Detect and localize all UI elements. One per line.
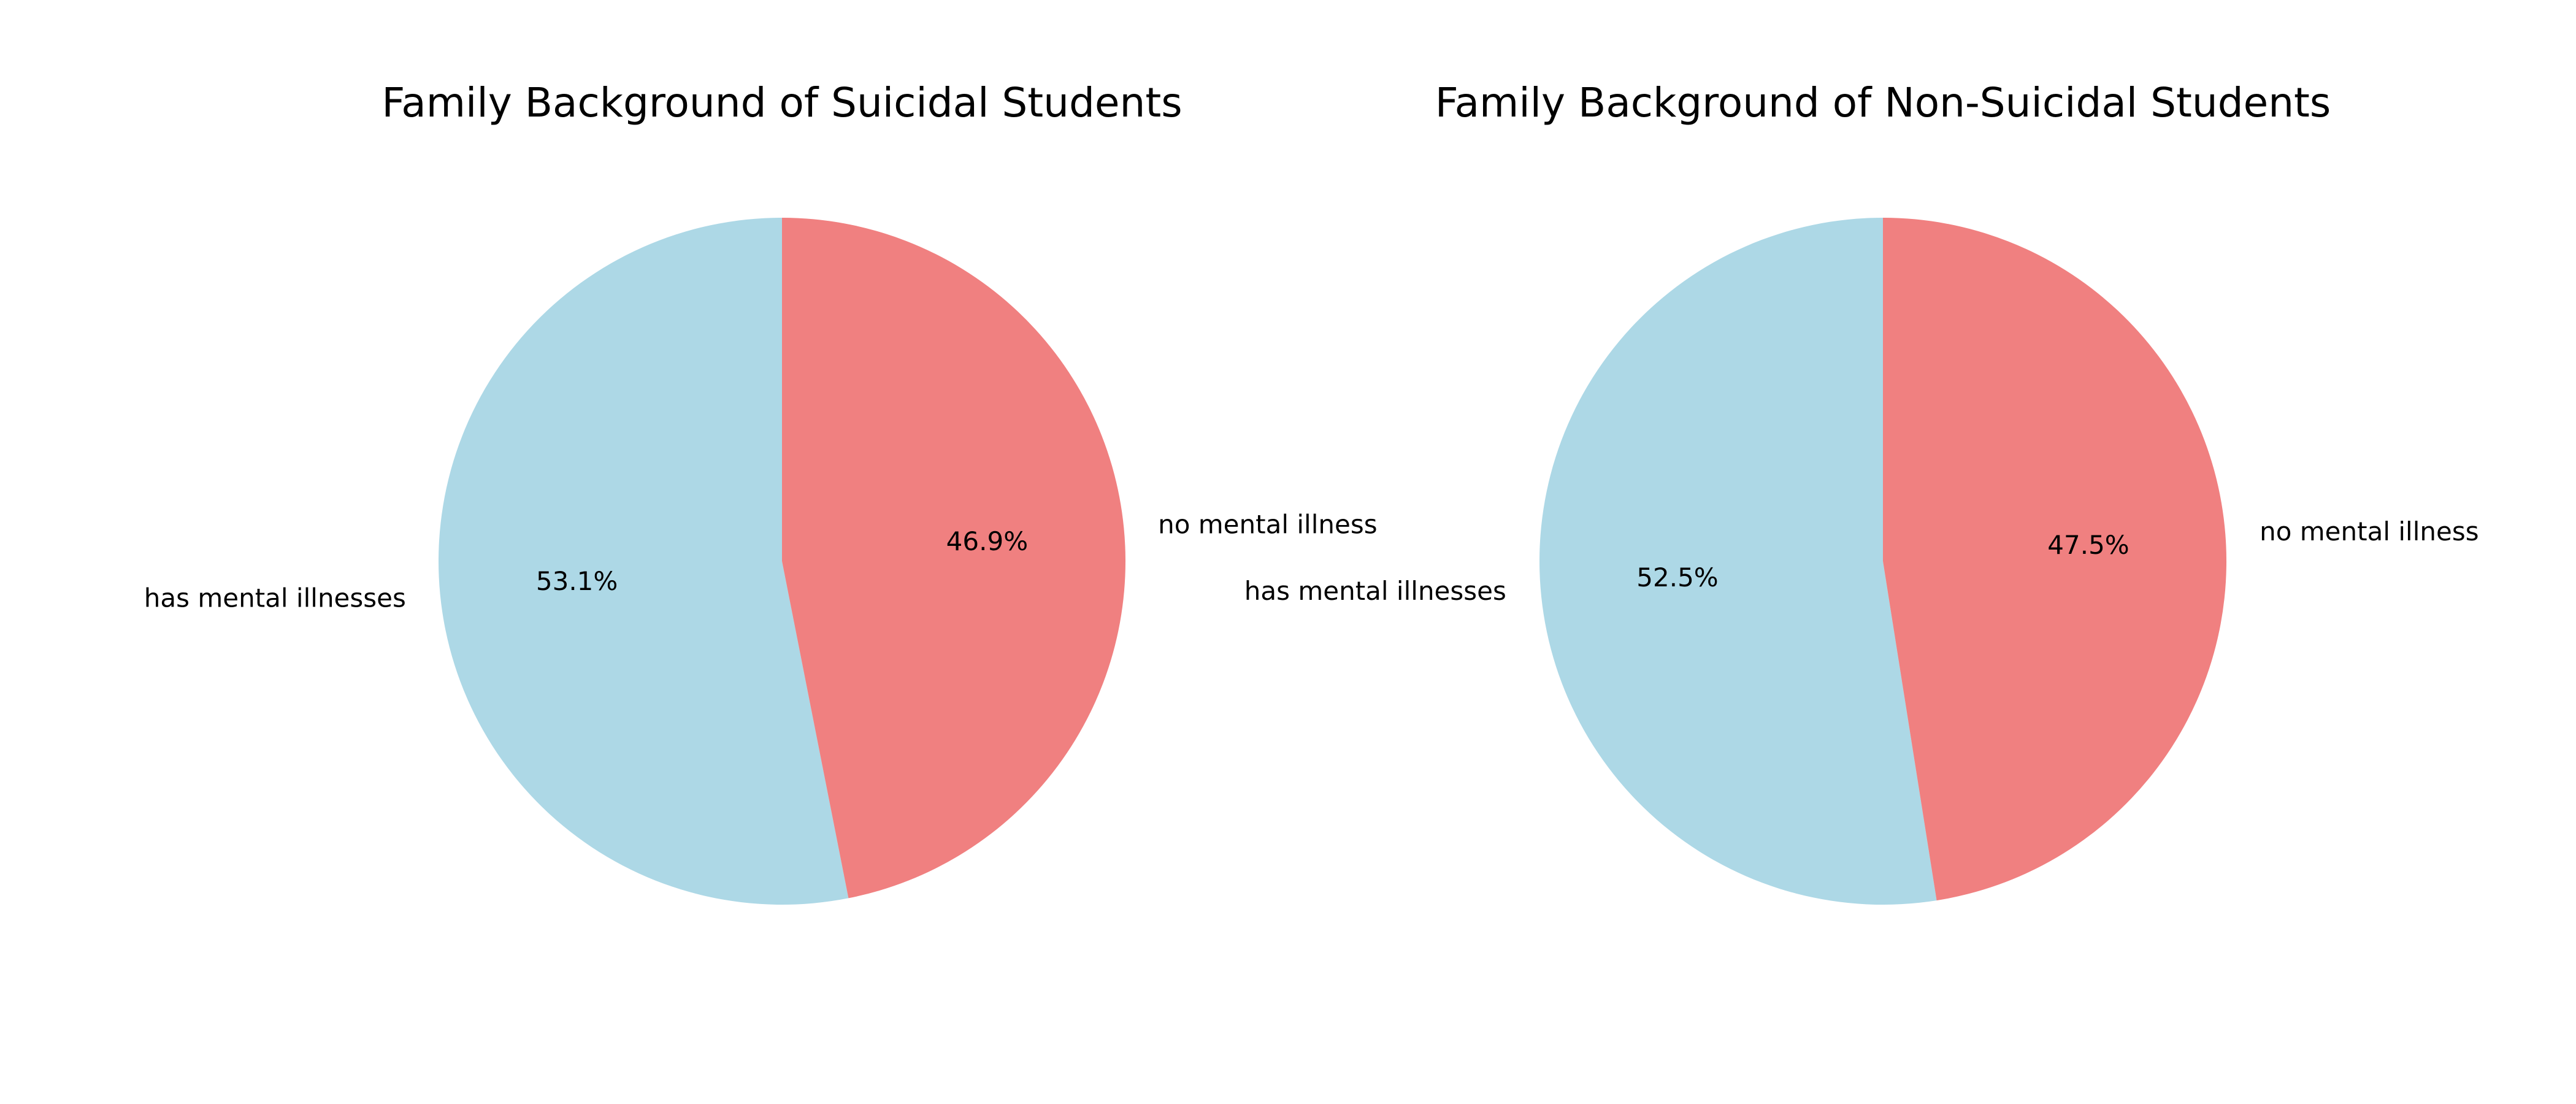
chart-title: Family Background of Suicidal Students <box>381 79 1182 126</box>
pie-labels: 53.1% has mental illnesses 46.9% no mental … <box>144 510 1378 613</box>
pie-labels: 52.5% has mental illnesses 47.5% no mental … <box>1244 516 2479 606</box>
pie-percent-label: 47.5% <box>2047 530 2129 560</box>
pie-percent-label: 46.9% <box>946 526 1028 556</box>
pie-chart-suicidal: Family Background of Suicidal Students 5… <box>144 79 1378 905</box>
pie-slice-has-mental-illnesses <box>1539 218 1937 905</box>
pie-slice-has-mental-illnesses <box>438 218 849 905</box>
pie-category-label: no mental illness <box>2260 516 2479 546</box>
pie-percent-label: 53.1% <box>536 566 618 596</box>
pie-category-label: no mental illness <box>1158 510 1378 540</box>
pie-category-label: has mental illnesses <box>1244 576 1506 606</box>
pie-slice-no-mental-illness <box>782 218 1125 899</box>
pie-slices <box>438 218 1125 905</box>
pie-category-label: has mental illnesses <box>144 583 406 613</box>
pie-percent-label: 52.5% <box>1636 562 1718 592</box>
chart-title: Family Background of Non-Suicidal Studen… <box>1435 79 2331 126</box>
pie-slices <box>1539 217 2227 905</box>
pie-chart-non-suicidal: Family Background of Non-Suicidal Studen… <box>1244 79 2479 905</box>
pie-slice-no-mental-illness <box>1883 217 2227 901</box>
